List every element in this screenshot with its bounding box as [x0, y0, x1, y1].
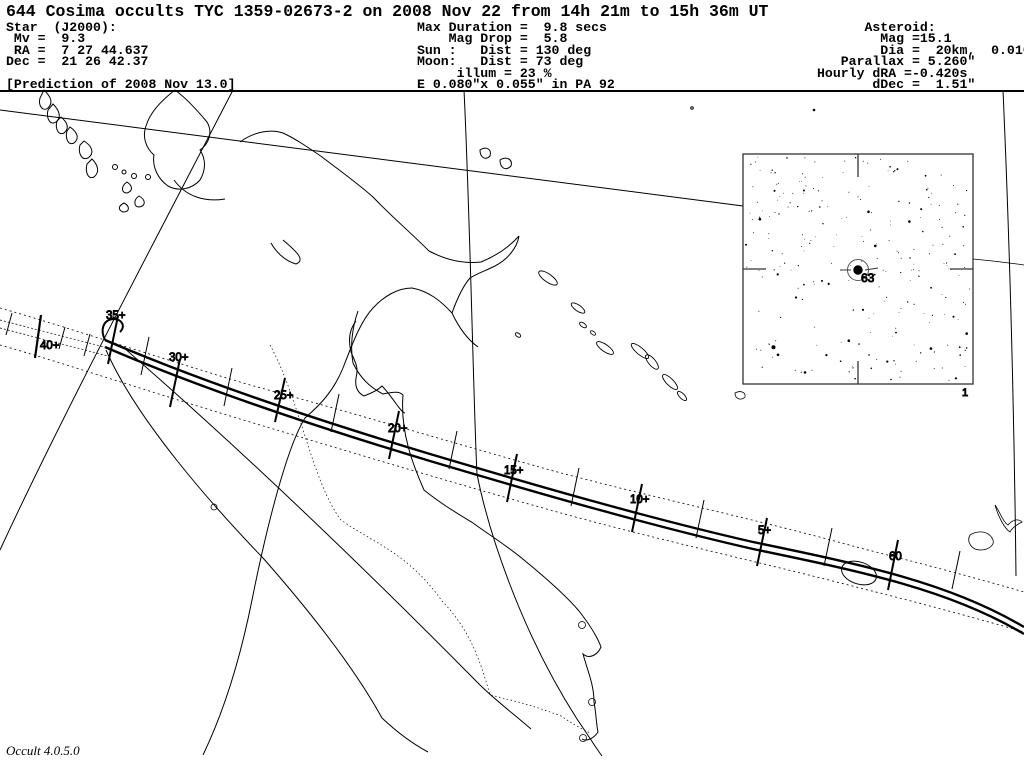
svg-text:30+: 30+ [169, 352, 189, 364]
svg-text:1: 1 [962, 387, 968, 399]
svg-text:15+: 15+ [504, 465, 524, 477]
svg-text:63: 63 [861, 271, 875, 285]
svg-text:5+: 5+ [758, 525, 771, 537]
svg-text:35+: 35+ [106, 310, 126, 322]
svg-text:60: 60 [889, 551, 902, 563]
svg-text:25+: 25+ [274, 390, 294, 402]
svg-text:40+: 40+ [40, 340, 60, 352]
svg-text:10+: 10+ [630, 494, 650, 506]
svg-text:20+: 20+ [388, 423, 408, 435]
